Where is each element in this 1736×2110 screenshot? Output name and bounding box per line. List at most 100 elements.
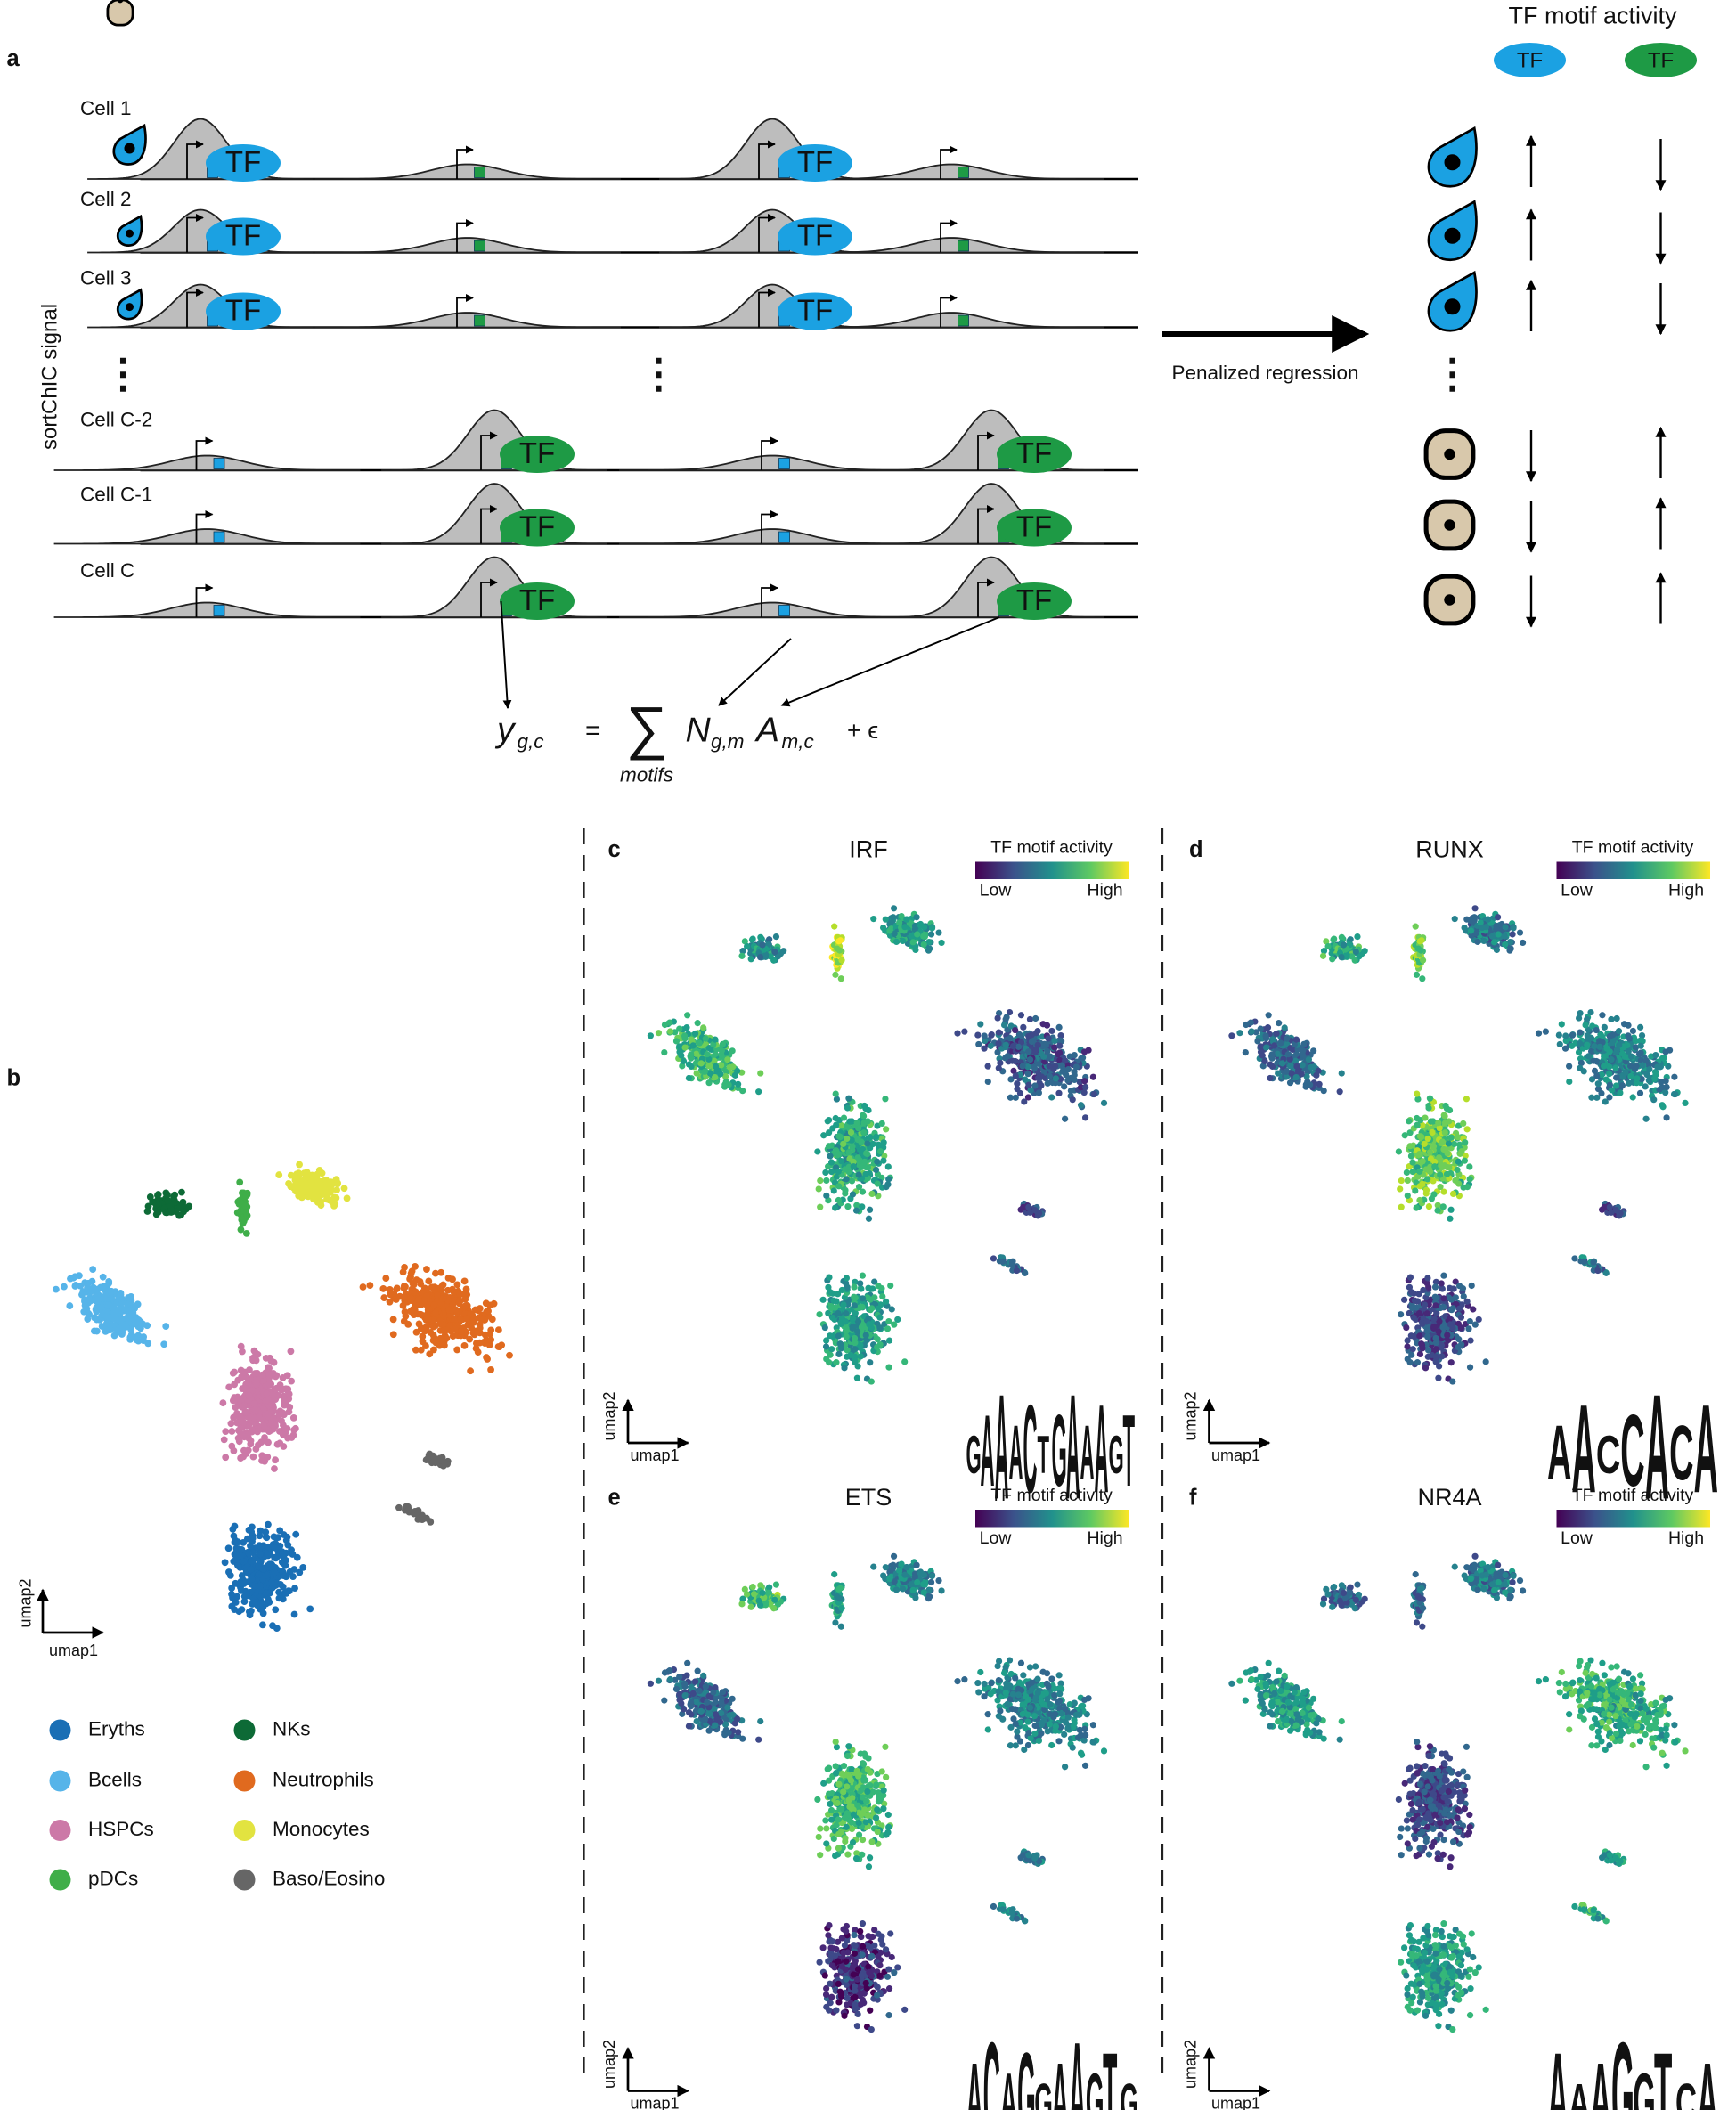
tf-label: TF [797,294,833,327]
cell-point [1584,1041,1591,1048]
cell-point [984,1078,991,1086]
cell-point [701,1068,708,1075]
cell-point [835,1168,842,1175]
cell-point [1404,1192,1411,1200]
cell-point [359,1283,367,1291]
cell-point [238,1545,246,1553]
tf-ellipse [206,217,281,256]
cell-point [1466,1163,1473,1170]
cell-point [1261,1057,1268,1065]
cell-point [1413,971,1421,978]
cell-point [1636,1089,1644,1096]
cell-point [1287,1063,1294,1070]
cell-point [432,1269,439,1277]
cell-point [858,1324,866,1331]
cell-point [101,1292,109,1300]
cell-point [1056,1042,1064,1049]
cell-point [885,1337,893,1344]
cell-point [1458,1148,1465,1155]
cell-point [1569,1031,1576,1039]
cell-point [862,1105,869,1112]
cell-point [422,1456,430,1464]
cell-point [231,1522,239,1530]
cell-point [261,1434,268,1441]
cell-point [1460,1292,1467,1300]
cell-point [814,1148,821,1155]
axis-label: umap1 [630,1446,679,1464]
cell-point [234,1538,242,1546]
logo-letter: T [1123,1396,1136,1508]
cell-point [265,1520,272,1528]
cell-point [1398,1311,1405,1318]
cell-point [901,1358,909,1365]
cell-point [118,1316,125,1324]
axis-label: umap1 [49,1642,98,1659]
cell-point [1446,1164,1453,1171]
cell-point [233,1410,240,1417]
legend-label: pDCs [88,1867,138,1889]
cell-point [891,1321,898,1328]
cell-point [228,1428,236,1435]
cell-point [1263,1044,1270,1051]
cell-point [249,1453,257,1461]
cell-point [1491,939,1498,946]
colorbar-title: TF motif activity [1572,838,1694,858]
cell-point [712,1036,719,1043]
nucleus [1444,448,1455,460]
cell-point [89,1266,97,1274]
axis-label: umap1 [1211,1446,1260,1464]
cell-point [1265,1012,1272,1019]
cell-point [852,1207,860,1214]
cell-point [117,1289,125,1297]
cell-point [1267,1074,1274,1082]
cell-point [274,1391,282,1399]
header: TF motif activity [1508,3,1677,29]
cell-point [1593,1072,1601,1079]
promoter-arrow [456,294,474,328]
cell-point [842,1186,849,1193]
cell-point [815,1185,822,1193]
cell-point [1463,1126,1471,1133]
peak [381,556,607,618]
cell-point [380,1294,388,1301]
cell-point [816,1311,823,1318]
cell-point [249,1356,257,1365]
cell-point [281,1561,289,1569]
cell-point [1072,1063,1080,1071]
cell-point [1407,1153,1415,1160]
peak [878,483,1104,545]
cell-point [820,1132,827,1139]
cell-point [859,1303,866,1311]
cell-point [1031,1206,1039,1214]
cell-point [386,1298,394,1306]
cell-point [1468,1282,1475,1290]
cell-point [1431,1283,1439,1291]
cell-point [1090,1090,1097,1098]
tf-ellipse [206,144,281,183]
cell-point [697,1060,705,1067]
cell-point [436,1317,444,1325]
cell-point [843,1176,850,1183]
cell-point [862,1150,870,1157]
cell-point [867,1296,874,1303]
cell-point [1449,1190,1457,1197]
cell-point [1025,1048,1032,1055]
cell-point [921,924,928,931]
cell-point [845,1095,852,1102]
cell-point [1079,1055,1087,1062]
cell-point [824,1118,831,1125]
cell-point [1425,1203,1433,1210]
cell-point [868,1285,875,1292]
cell-point [938,939,945,947]
cell-point [425,1277,433,1285]
cell-point [308,1171,316,1179]
cell-point [1427,1155,1435,1162]
cell-point [747,1603,754,1610]
cell-point [1247,1019,1254,1026]
logo-letter: A [1694,1379,1718,1519]
cell-point [412,1288,420,1296]
cell-point [844,1135,851,1143]
tf-label: TF [225,294,261,327]
cell-point [1615,1028,1623,1035]
legend-swatch [233,1869,256,1891]
